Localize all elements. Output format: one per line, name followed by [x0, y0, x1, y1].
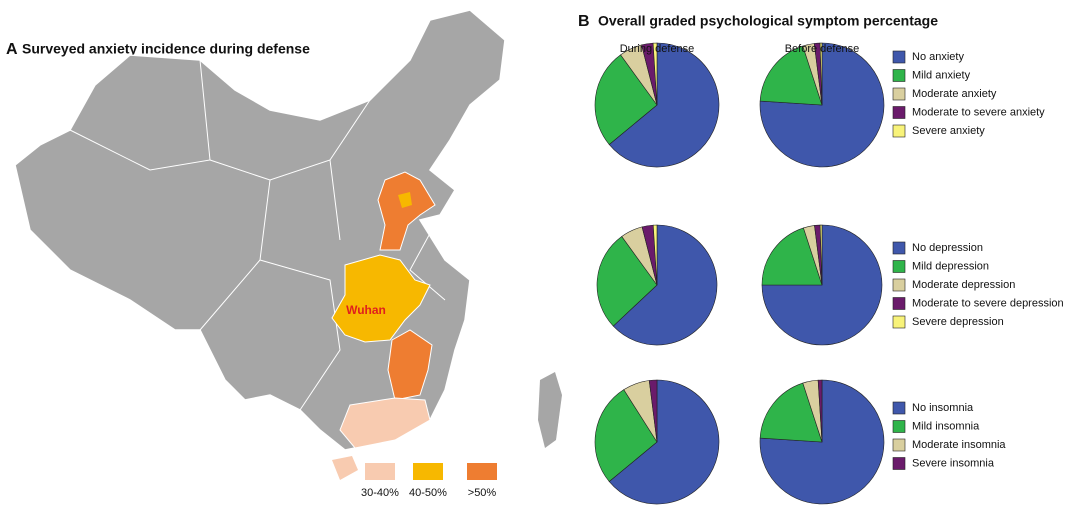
- pie-slice: [759, 382, 823, 443]
- region-30-40: [332, 456, 358, 480]
- pie-slice: [819, 224, 823, 286]
- pie-slice: [612, 224, 718, 346]
- legend-label: Moderate insomnia: [912, 439, 1006, 451]
- legend-swatch: [365, 463, 395, 480]
- legend-label: Moderate anxiety: [912, 88, 997, 100]
- legend-label: Mild insomnia: [912, 420, 980, 432]
- legend-swatch: [892, 50, 906, 64]
- pies-title: Overall graded psychological symptom per…: [598, 13, 938, 29]
- pie-slice: [652, 224, 658, 286]
- region-30-40: [339, 397, 431, 449]
- pie-slice: [594, 54, 658, 145]
- pie-title: During defense: [620, 43, 695, 55]
- pie-slice: [594, 389, 658, 482]
- region-over-50: [387, 329, 433, 401]
- pie-slice: [761, 227, 823, 286]
- map: Wuhan: [14, 9, 562, 480]
- legend-swatch: [892, 124, 906, 138]
- legend-swatch: [892, 69, 906, 82]
- pie-slice: [761, 224, 883, 346]
- pie-slice: [608, 42, 720, 168]
- region-40-50: [398, 192, 412, 208]
- legend-swatch: [413, 463, 443, 480]
- legend-label: No insomnia: [912, 402, 974, 414]
- legend-swatch: [892, 87, 906, 101]
- legend-swatch: [892, 241, 906, 255]
- pie-slice: [819, 42, 823, 106]
- map-title: Surveyed anxiety incidence during defens…: [22, 41, 310, 57]
- legend-label: Moderate depression: [912, 279, 1015, 291]
- pie-slice: [596, 236, 658, 327]
- legend-label: Moderate to severe depression: [912, 297, 1064, 309]
- legend-swatch: [892, 260, 906, 273]
- legend-swatch: [892, 401, 906, 415]
- region-over-50: [377, 171, 436, 251]
- region-40-50: [331, 254, 431, 343]
- legend-swatch: [892, 457, 906, 470]
- legend-label: Severe anxiety: [912, 125, 985, 137]
- panel-label: A: [6, 41, 18, 58]
- legend-swatch: [892, 420, 906, 433]
- legend-label: 40-50%: [409, 487, 447, 499]
- legend-label: Severe depression: [912, 316, 1004, 328]
- legend-label: Mild depression: [912, 260, 989, 272]
- legend-swatch: [892, 297, 906, 310]
- pie-title: Before defense: [785, 43, 860, 55]
- legend-swatch: [892, 278, 906, 292]
- panel-label: B: [578, 13, 590, 30]
- pie-slice: [759, 45, 823, 106]
- legend-label: Moderate to severe anxiety: [912, 106, 1045, 118]
- legend-label: Severe insomnia: [912, 457, 995, 469]
- legend-label: >50%: [468, 487, 497, 499]
- legend-label: No anxiety: [912, 51, 964, 63]
- pie-slice: [648, 379, 658, 443]
- city-label: Wuhan: [346, 303, 386, 317]
- legend-swatch: [892, 106, 906, 119]
- island: [538, 372, 562, 448]
- pie-slice: [652, 42, 658, 106]
- legend-label: Mild anxiety: [912, 69, 971, 81]
- legend-swatch: [892, 438, 906, 452]
- legend-label: 30-40%: [361, 487, 399, 499]
- pie-slice: [608, 379, 720, 505]
- legend-label: No depression: [912, 242, 983, 254]
- legend-swatch: [892, 315, 906, 329]
- pie-slice: [817, 379, 823, 443]
- legend-swatch: [467, 463, 497, 480]
